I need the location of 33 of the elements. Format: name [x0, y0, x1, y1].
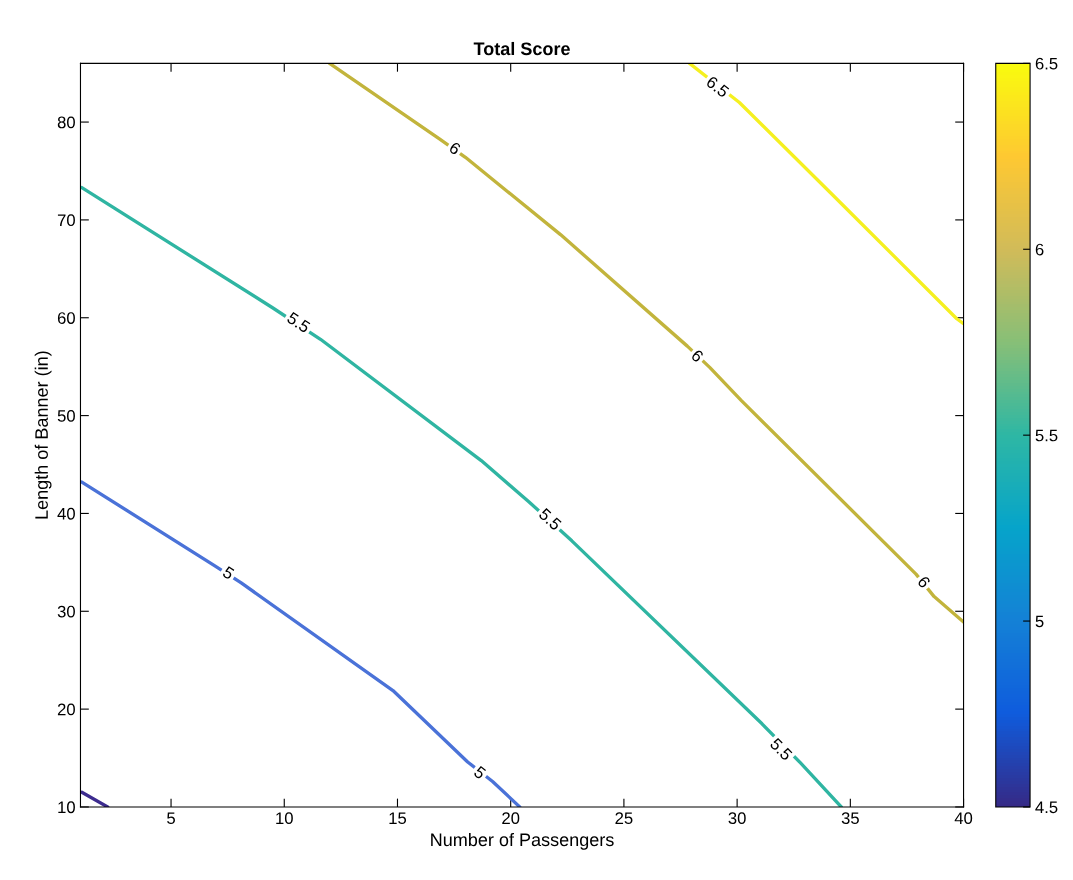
color-bar-label: 6	[1035, 243, 1044, 256]
x-tick-label: 40	[954, 812, 973, 825]
x-tick-label: 5	[167, 812, 175, 825]
x-tick-label: 15	[389, 812, 407, 825]
x-tick-label: 20	[502, 812, 520, 825]
y-tick-label: 50	[57, 409, 75, 422]
annotation: 6	[916, 575, 931, 589]
y-tick-label: 30	[57, 605, 75, 618]
x-axis-title: Number of Passengers	[431, 832, 614, 850]
annotation: 6	[448, 141, 462, 156]
annotation: 5.5	[769, 737, 793, 762]
color-bar-label: 5.5	[1035, 429, 1058, 442]
x-tick-label: 35	[841, 812, 859, 825]
y-tick-label: 40	[57, 507, 75, 520]
annotation: 5	[221, 565, 235, 580]
y-tick-label: 60	[57, 312, 75, 324]
x-tick-label: 10	[276, 812, 293, 825]
color-bar-label: 4.5	[1035, 801, 1058, 814]
chart-title: Total Score	[473, 41, 570, 56]
y-tick-label: 70	[57, 214, 75, 227]
x-tick-label: 25	[615, 812, 633, 825]
annotation: 5	[473, 765, 487, 780]
annotation: 5.5	[286, 311, 311, 334]
y-tick-label: 10	[58, 801, 75, 814]
x-tick-label: 30	[728, 812, 746, 825]
color-bar-label: 6.5	[1035, 57, 1058, 70]
annotation: 5.5	[538, 507, 563, 531]
annotation: 6.5	[705, 75, 730, 99]
color-bar-label: 5	[1035, 615, 1044, 628]
annotation: 6	[690, 348, 705, 363]
y-tick-label: 20	[57, 703, 75, 716]
y-tick-label: 80	[57, 116, 75, 129]
y-axis-title: Length of Banner (in)	[34, 351, 52, 519]
